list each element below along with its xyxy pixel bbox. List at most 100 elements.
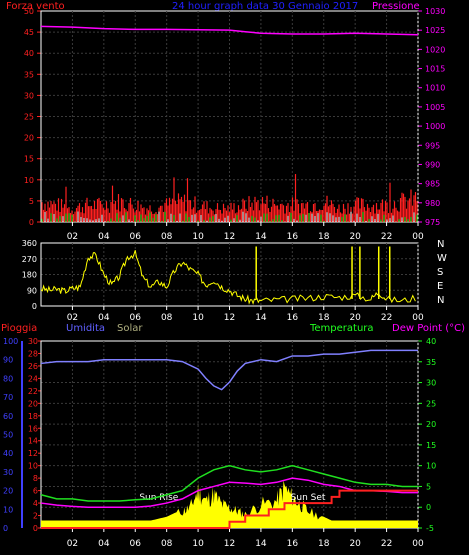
- y-rain-label-24: 24: [28, 374, 38, 383]
- y-right-label-985: 985: [425, 180, 440, 189]
- wind-pressure-panel: 0510152025303540455097598098599099510001…: [24, 7, 446, 242]
- x-tick-label-22: 22: [381, 539, 392, 549]
- y-hum-label-100: 100: [3, 337, 18, 346]
- y-hum-label-20: 20: [3, 487, 13, 496]
- y-right-label-20: 20: [426, 420, 436, 429]
- x-tick-label-12: 12: [224, 313, 235, 323]
- y-label-270: 270: [22, 255, 37, 264]
- x-tick-label-04: 04: [98, 232, 110, 242]
- y-left-label-30: 30: [24, 91, 34, 100]
- y-rain-label-14: 14: [28, 437, 38, 446]
- temperature-humidity-panel: 0102030405060708090100024681012141618202…: [3, 337, 436, 549]
- label-pioggia: Pioggia: [1, 323, 37, 334]
- y-right-label--5: -5: [426, 524, 434, 533]
- y-left-label-25: 25: [24, 113, 34, 122]
- y-right-label-1005: 1005: [425, 103, 445, 112]
- y-hum-label-70: 70: [3, 393, 13, 402]
- compass-label-s: S: [437, 267, 443, 278]
- x-tick-label-12: 12: [224, 232, 235, 242]
- label-dew-point: Dew Point (°C): [392, 323, 465, 334]
- label-temperatura: Temperatura: [309, 323, 374, 334]
- y-right-label-10: 10: [426, 462, 436, 471]
- y-left-label-50: 50: [24, 7, 34, 16]
- y-right-label-995: 995: [425, 141, 440, 150]
- x-tick-label-00: 00: [412, 539, 424, 549]
- y-rain-label-16: 16: [28, 424, 38, 433]
- y-right-label-1020: 1020: [425, 45, 445, 54]
- pressure-line: [40, 25, 419, 36]
- label-umidita: Umidita: [66, 323, 105, 334]
- y-rain-label-26: 26: [28, 362, 38, 371]
- temperature-line: [40, 464, 418, 502]
- y-rain-label-18: 18: [28, 412, 38, 421]
- y-hum-label-0: 0: [3, 524, 8, 533]
- y-left-label-20: 20: [24, 134, 34, 143]
- x-tick-label-16: 16: [287, 539, 299, 549]
- y-right-label-5: 5: [426, 482, 431, 491]
- y-hum-label-50: 50: [3, 431, 13, 440]
- x-tick-label-00: 00: [412, 313, 424, 323]
- x-tick-label-08: 08: [161, 232, 173, 242]
- x-tick-label-08: 08: [161, 313, 173, 323]
- y-rain-label-8: 8: [33, 474, 38, 483]
- y-left-label-5: 5: [29, 197, 34, 206]
- solar-area: [41, 480, 418, 528]
- x-tick-label-22: 22: [381, 313, 392, 323]
- y-rain-label-22: 22: [28, 387, 38, 396]
- x-tick-label-08: 08: [161, 539, 173, 549]
- direction-line: [40, 250, 416, 305]
- y-right-label-1000: 1000: [425, 122, 445, 131]
- x-tick-label-04: 04: [98, 313, 110, 323]
- x-tick-label-14: 14: [255, 539, 267, 549]
- x-tick-label-10: 10: [192, 313, 204, 323]
- x-tick-label-02: 02: [67, 232, 78, 242]
- compass-label-n: N: [437, 239, 444, 250]
- y-right-label-25: 25: [426, 399, 436, 408]
- wind-avg-bars: [41, 211, 418, 222]
- y-rain-label-12: 12: [28, 449, 38, 458]
- y-hum-label-30: 30: [3, 468, 13, 477]
- compass-label-w: W: [437, 253, 447, 264]
- x-tick-label-14: 14: [255, 232, 267, 242]
- label-forza-vento: Forza vento: [6, 1, 65, 12]
- y-right-label-975: 975: [425, 218, 440, 227]
- y-hum-label-80: 80: [3, 374, 13, 383]
- y-hum-label-90: 90: [3, 356, 13, 365]
- y-rain-label-20: 20: [28, 399, 38, 408]
- x-tick-label-20: 20: [349, 232, 361, 242]
- y-right-label-1030: 1030: [425, 7, 445, 16]
- y-rain-label-28: 28: [28, 349, 38, 358]
- y-right-label-30: 30: [426, 379, 436, 388]
- x-tick-label-12: 12: [224, 539, 235, 549]
- x-tick-label-04: 04: [98, 539, 110, 549]
- x-tick-label-18: 18: [318, 232, 330, 242]
- x-tick-label-10: 10: [192, 539, 204, 549]
- y-right-label-40: 40: [426, 337, 436, 346]
- y-label-360: 360: [22, 239, 37, 248]
- y-left-label-35: 35: [24, 70, 34, 79]
- x-tick-label-00: 00: [412, 232, 424, 242]
- x-tick-label-22: 22: [381, 232, 392, 242]
- x-tick-label-16: 16: [287, 313, 299, 323]
- y-label-180: 180: [22, 271, 37, 280]
- compass-label-n: N: [437, 295, 444, 306]
- y-right-label-990: 990: [425, 160, 440, 169]
- x-tick-label-02: 02: [67, 539, 78, 549]
- y-right-label-1010: 1010: [425, 84, 445, 93]
- x-tick-label-18: 18: [318, 313, 330, 323]
- y-right-label-980: 980: [425, 199, 440, 208]
- y-right-label-35: 35: [426, 358, 436, 367]
- compass-label-e: E: [437, 281, 443, 292]
- x-tick-label-06: 06: [130, 539, 142, 549]
- label-graph-title: 24 hour graph data 30 Gennaio 2017: [172, 1, 358, 12]
- label-pressione: Pressione: [372, 1, 420, 12]
- x-tick-label-06: 06: [130, 232, 142, 242]
- y-rain-label-4: 4: [33, 499, 38, 508]
- annotation-sun-rise: Sun Rise: [139, 493, 178, 503]
- x-tick-label-06: 06: [130, 313, 142, 323]
- y-left-label-0: 0: [29, 218, 34, 227]
- y-label-0: 0: [32, 302, 37, 311]
